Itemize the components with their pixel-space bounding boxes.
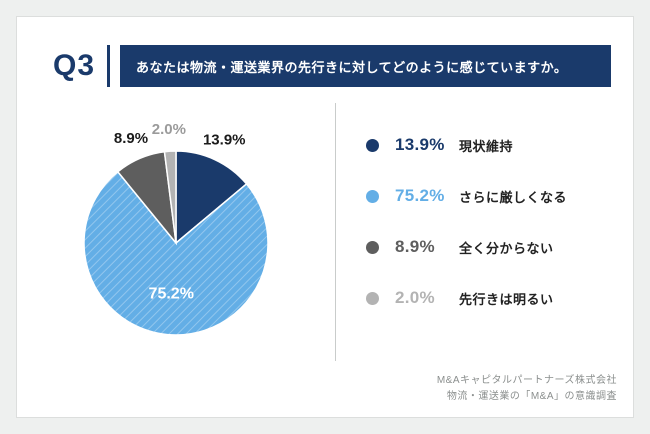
pie-chart: 13.9% 75.2% 8.9% 2.0% bbox=[17, 101, 335, 373]
legend-label: さらに厳しくなる bbox=[459, 189, 568, 205]
chart-content: 13.9% 75.2% 8.9% 2.0% 13.9% 現状維持 75.2% さらに厳しくな… bbox=[17, 101, 633, 373]
legend: 13.9% 現状維持 75.2% さらに厳しくなる 8.9% 全く分からない 2.0% 先行き… bbox=[336, 101, 633, 373]
survey-card: Q3 あなたは物流・運送業界の先行きに対してどのように感じていますか。 13.9… bbox=[16, 16, 634, 418]
pie-slice-pattern-1 bbox=[84, 171, 268, 335]
legend-value: 75.2% bbox=[395, 186, 445, 205]
question-text: あなたは物流・運送業界の先行きに対してどのように感じていますか。 bbox=[136, 59, 568, 75]
question-text-box: あなたは物流・運送業界の先行きに対してどのように感じていますか。 bbox=[120, 45, 611, 87]
legend-label: 先行きは明るい bbox=[459, 291, 554, 307]
legend-label: 全く分からない bbox=[459, 240, 554, 256]
pie-chart-svg: 13.9% 75.2% 8.9%2.0% bbox=[83, 121, 269, 336]
legend-label: 現状維持 bbox=[459, 138, 514, 154]
legend-dot bbox=[366, 138, 379, 152]
legend-value: 2.0% bbox=[395, 288, 435, 307]
legend-value: 13.9% bbox=[395, 135, 445, 154]
legend-item: 13.9% 現状維持 bbox=[366, 135, 633, 155]
pie-label-1: 75.2% bbox=[149, 285, 194, 302]
pie-label-0: 13.9% bbox=[203, 132, 246, 149]
legend-item: 2.0% 先行きは明るい bbox=[366, 288, 633, 308]
legend-item: 75.2% さらに厳しくなる bbox=[366, 186, 633, 206]
footer: M&Aキャピタルパートナーズ株式会社 物流・運送業の「M&A」の意識調査 bbox=[437, 373, 617, 405]
footer-company: M&Aキャピタルパートナーズ株式会社 bbox=[436, 375, 617, 386]
question-header: Q3 あなたは物流・運送業界の先行きに対してどのように感じていますか。 bbox=[53, 45, 611, 87]
legend-dot bbox=[366, 291, 379, 305]
pie-label-2: 8.9% bbox=[114, 130, 148, 147]
footer-survey-title: 物流・運送業の「M&A」の意識調査 bbox=[446, 391, 617, 402]
pie-slice-3 bbox=[163, 150, 177, 244]
legend-dot bbox=[366, 189, 379, 203]
legend-value: 8.9% bbox=[395, 237, 435, 256]
question-number-divider bbox=[107, 45, 111, 87]
legend-item: 8.9% 全く分からない bbox=[366, 237, 633, 257]
pie-slice-0 bbox=[175, 150, 248, 245]
pie-label-3: 2.0% bbox=[152, 121, 186, 138]
content-divider bbox=[335, 103, 336, 361]
legend-dot bbox=[366, 240, 379, 254]
question-number: Q3 bbox=[53, 49, 96, 82]
